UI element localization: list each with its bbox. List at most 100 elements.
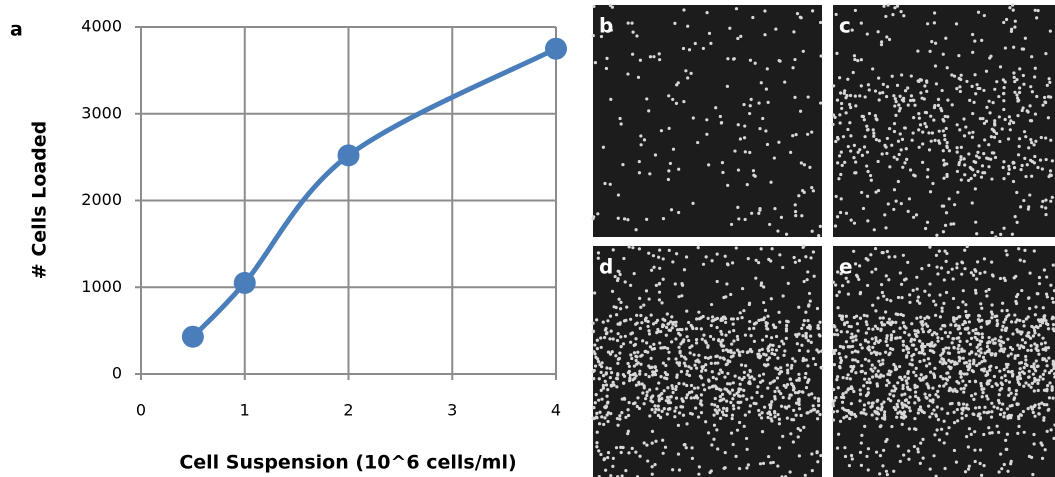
cell	[939, 375, 943, 379]
cell	[1042, 418, 1046, 422]
cell	[1042, 403, 1046, 407]
cell	[869, 367, 873, 371]
cell	[1034, 305, 1038, 309]
cell	[648, 388, 652, 392]
cell	[849, 218, 853, 222]
cell	[985, 411, 989, 415]
cell	[880, 402, 884, 406]
cell	[1039, 342, 1044, 346]
cell	[1029, 364, 1034, 369]
cell	[836, 386, 840, 390]
cell	[687, 320, 691, 325]
cell	[1027, 205, 1031, 209]
cell	[630, 331, 635, 335]
cell	[958, 356, 962, 361]
cell	[726, 57, 730, 61]
cell	[865, 164, 869, 168]
cell	[619, 335, 623, 339]
cell	[1046, 327, 1051, 331]
cell	[682, 268, 687, 272]
cell	[834, 12, 838, 17]
cell	[860, 346, 864, 350]
cell	[926, 384, 930, 388]
cell	[710, 315, 715, 319]
cell	[876, 369, 880, 373]
cell	[609, 97, 613, 101]
cell	[666, 346, 670, 351]
cell	[1041, 347, 1045, 351]
cell	[990, 151, 994, 155]
cell	[1032, 328, 1037, 333]
cell	[905, 345, 909, 349]
cell	[786, 281, 790, 285]
cell	[901, 405, 905, 410]
cell	[600, 361, 604, 365]
cell	[784, 329, 789, 333]
cell	[965, 403, 969, 407]
cell	[935, 405, 939, 409]
cell	[685, 372, 689, 376]
cell	[700, 337, 704, 341]
cell	[677, 468, 682, 472]
cell	[927, 404, 931, 408]
cell	[707, 386, 711, 390]
cell	[832, 351, 836, 355]
cell	[1041, 357, 1045, 362]
cell	[674, 387, 678, 392]
cell	[769, 417, 773, 421]
cell	[878, 352, 882, 356]
cell	[934, 474, 938, 477]
cell	[979, 351, 983, 355]
cell	[854, 314, 859, 318]
cell	[973, 187, 977, 191]
cell	[685, 422, 689, 426]
cell	[1040, 456, 1045, 460]
cell	[752, 326, 756, 330]
cell	[979, 339, 984, 344]
cell	[990, 401, 994, 405]
cell	[725, 406, 729, 411]
cell	[743, 413, 747, 417]
cell	[945, 378, 950, 382]
cell	[898, 132, 902, 136]
cell	[774, 366, 778, 370]
cell	[1000, 328, 1004, 332]
cell	[945, 251, 949, 256]
cell	[991, 338, 995, 342]
cell	[648, 55, 653, 59]
cell	[1029, 85, 1033, 89]
cell	[803, 473, 807, 477]
cell	[981, 116, 985, 121]
cell	[884, 469, 889, 473]
cell	[921, 437, 925, 441]
cell	[1045, 429, 1049, 433]
cell	[743, 333, 748, 337]
cell	[1030, 381, 1034, 385]
cell	[606, 388, 610, 392]
cell	[934, 41, 938, 45]
cell	[703, 355, 708, 360]
cell	[742, 424, 746, 428]
cell	[721, 413, 726, 417]
cell	[1002, 160, 1006, 164]
cell	[684, 396, 688, 400]
cell	[738, 420, 742, 425]
cell	[950, 267, 954, 271]
cell	[1049, 199, 1053, 203]
cell	[998, 369, 1002, 373]
cell	[869, 351, 873, 355]
cell	[806, 270, 810, 274]
cell	[747, 380, 752, 384]
cell	[759, 247, 763, 251]
cell	[1015, 190, 1019, 195]
cell	[608, 337, 612, 341]
cell	[975, 277, 979, 281]
cell	[753, 61, 757, 65]
cell	[737, 406, 741, 410]
cell	[854, 371, 858, 375]
cell	[797, 397, 801, 401]
cell	[860, 364, 864, 368]
cell	[978, 461, 982, 466]
cell	[646, 324, 650, 329]
cell	[684, 446, 688, 450]
